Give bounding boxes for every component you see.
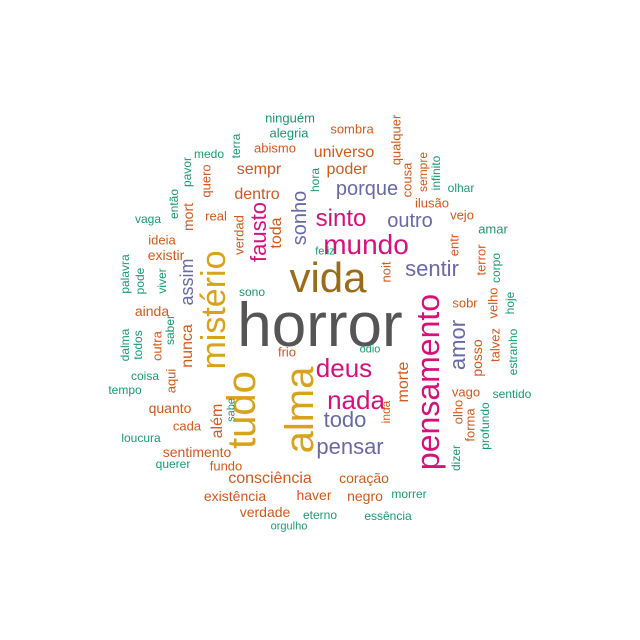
word-amar: amar <box>478 221 508 237</box>
word-real: real <box>205 208 227 224</box>
word-olhar: olhar <box>447 181 475 195</box>
word-sentir: sentir <box>405 256 459 281</box>
word-coração: coração <box>339 470 389 486</box>
word-nunca: nunca <box>179 324 196 368</box>
word-hora: hora <box>308 167 322 193</box>
word-hoje: hoje <box>503 291 517 315</box>
word-vejo: vejo <box>450 207 474 223</box>
word-morte: morte <box>395 361 412 403</box>
word-alma: alma <box>278 366 322 454</box>
word-qualquer: qualquer <box>388 114 404 166</box>
word-frio: frio <box>277 344 297 360</box>
word-universo: universo <box>313 144 375 161</box>
word-corpo: corpo <box>489 252 503 284</box>
word-entr: entr <box>446 233 462 257</box>
word-saber: saber <box>163 314 177 346</box>
word-poder: poder <box>326 161 368 178</box>
word-verdad: verdad <box>231 215 247 255</box>
word-terra: terra <box>229 133 243 159</box>
word-querer: querer <box>155 457 191 471</box>
word-outro: outro <box>387 210 433 232</box>
word-toda: toda <box>268 217 285 249</box>
word-aqui: aqui <box>163 368 179 394</box>
word-noit: noit <box>378 261 394 283</box>
word-sonho: sonho <box>289 190 311 246</box>
word-abismo: abismo <box>254 140 296 156</box>
word-pavor: pavor <box>180 156 194 188</box>
word-fausto: fausto <box>246 202 271 262</box>
word-sinto: sinto <box>315 205 367 232</box>
word-vago: vago <box>451 384 481 400</box>
word-morrer: morrer <box>391 487 427 501</box>
word-viver: viver <box>155 268 169 294</box>
word-mistério: mistério <box>195 250 233 370</box>
word-sentido: sentido <box>492 387 532 401</box>
word-feliz: feliz <box>315 245 335 258</box>
word-talvez: talvez <box>487 328 503 362</box>
word-tempo: tempo <box>108 383 142 397</box>
word-mort: mort <box>180 203 196 231</box>
word-dalma: dalma <box>118 328 132 362</box>
word-negro: negro <box>347 488 383 504</box>
word-essência: essência <box>364 509 412 523</box>
word-alegria: alegria <box>269 125 309 141</box>
word-mundo: mundo <box>323 229 409 260</box>
word-palavra: palavra <box>118 254 132 294</box>
word-profundo: profundo <box>478 402 492 450</box>
word-vaga: vaga <box>134 212 162 226</box>
word-assim: assim <box>177 258 197 306</box>
word-sobr: sobr <box>452 295 478 311</box>
word-loucura: loucura <box>121 431 161 445</box>
word-verdade: verdade <box>239 504 291 520</box>
word-dentro: dentro <box>234 186 280 203</box>
word-velho: velho <box>485 287 501 319</box>
word-horror: horror <box>237 291 403 360</box>
word-vida: vida <box>289 254 367 301</box>
word-fundo: fundo <box>209 458 243 474</box>
word-outra: outra <box>149 331 165 361</box>
word-posso: posso <box>469 339 485 377</box>
word-dizer: dizer <box>449 444 463 472</box>
word-haver: haver <box>296 487 332 503</box>
word-além: além <box>209 403 226 439</box>
word-todo: todo <box>323 407 367 432</box>
word-porque: porque <box>335 178 399 200</box>
word-forma: forma <box>462 408 478 442</box>
word-amor: amor <box>445 319 470 371</box>
word-existência: existência <box>203 488 267 504</box>
word-todos: todos <box>131 330 145 360</box>
word-terror: terror <box>473 244 489 276</box>
word-sempr: sempr <box>236 161 282 178</box>
word-sentimento: sentimento <box>162 444 232 460</box>
word-cousa: cousa <box>399 162 415 198</box>
word-orgulho: orgulho <box>270 520 308 533</box>
word-ilusão: ilusão <box>415 195 449 211</box>
word-quanto: quanto <box>148 400 192 416</box>
word-quero: quero <box>198 164 214 198</box>
word-ainda: ainda <box>134 303 170 319</box>
word-ódio: ódio <box>359 343 381 356</box>
word-cada: cada <box>172 418 202 434</box>
word-então: então <box>167 188 181 220</box>
word-eterno: eterno <box>302 508 338 522</box>
word-sono: sono <box>238 285 266 299</box>
word-pensar: pensar <box>316 434 384 459</box>
word-pode: pode <box>133 267 147 295</box>
word-inda: inda <box>379 400 393 424</box>
word-sempre: sempre <box>416 151 430 193</box>
word-estranho: estranho <box>506 328 520 376</box>
word-deus: deus <box>315 353 373 383</box>
word-existir: existir <box>147 247 185 263</box>
word-medo: medo <box>193 147 225 161</box>
word-pensamento: pensamento <box>410 293 446 471</box>
word-ninguém: ninguém <box>265 110 315 126</box>
word-sabe: sabe <box>225 398 238 422</box>
word-consciência: consciência <box>228 470 312 487</box>
word-coisa: coisa <box>130 369 160 383</box>
word-ideia: ideia <box>148 232 176 248</box>
word-nada: nada <box>327 385 385 415</box>
word-sombra: sombra <box>330 121 374 137</box>
word-infinito: infinito <box>429 155 443 191</box>
